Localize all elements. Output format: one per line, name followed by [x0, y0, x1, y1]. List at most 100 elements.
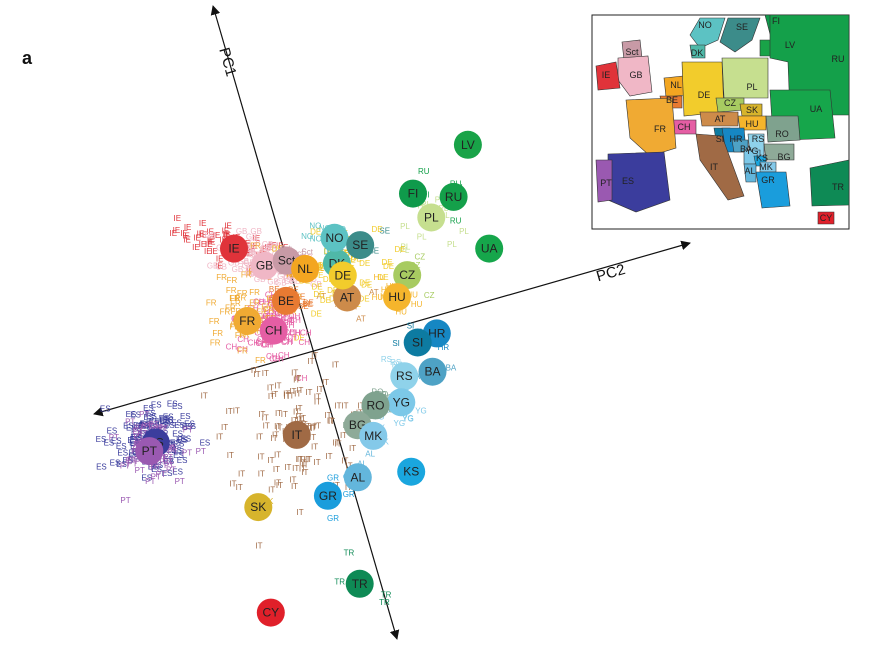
individual-sample-es: ES	[117, 448, 128, 457]
individual-sample-tr: TR	[379, 598, 390, 607]
individual-sample-ie: IE	[253, 234, 261, 243]
individual-sample-fr: FR	[261, 303, 272, 312]
individual-sample-ch: CH	[263, 305, 275, 314]
individual-sample-es: ES	[127, 436, 138, 445]
individual-sample-pt: PT	[132, 427, 142, 436]
population-median-fi: FI	[399, 179, 427, 208]
individual-sample-ie: IE	[197, 229, 205, 238]
individual-sample-pt: PT	[137, 429, 147, 438]
individual-sample-it: IT	[296, 416, 303, 425]
individual-sample-es: ES	[136, 422, 147, 431]
individual-sample-it: IT	[281, 410, 288, 419]
median-label-mk: MK	[364, 429, 382, 443]
population-median-gr: GR	[313, 481, 342, 510]
individual-sample-es: ES	[170, 438, 181, 447]
inset-map-countries	[595, 14, 850, 225]
median-label-ie: IE	[228, 242, 239, 256]
individual-sample-it: IT	[274, 479, 281, 488]
individual-sample-it: IT	[283, 391, 290, 400]
individual-sample-it: IT	[268, 486, 275, 495]
inset-label-dk: DK	[691, 48, 704, 58]
individual-sample-nl: NL	[286, 271, 297, 280]
individual-sample-es: ES	[160, 419, 171, 428]
individual-sample-it: IT	[301, 468, 308, 477]
population-median-fr: FR	[233, 307, 262, 335]
individual-sample-es: ES	[163, 455, 174, 464]
individual-sample-es: ES	[163, 416, 174, 425]
individual-sample-it: IT	[341, 401, 348, 410]
individual-sample-it: IT	[216, 432, 223, 441]
individual-sample-fr: FR	[212, 329, 223, 338]
individual-sample-it: IT	[294, 390, 301, 399]
individual-sample-ch: CH	[265, 291, 277, 300]
inset-label-fr: FR	[654, 124, 666, 134]
individual-sample-pt: PT	[142, 422, 152, 431]
individual-sample-rs: RS	[381, 355, 392, 364]
individual-sample-gb: GB	[238, 257, 250, 266]
population-median-tr: TR	[345, 569, 374, 598]
inset-country-se	[719, 17, 761, 53]
individual-sample-de: DE	[351, 254, 362, 263]
individual-sample-es: ES	[96, 435, 107, 444]
inset-country-es	[607, 151, 671, 213]
individual-sample-rs: RS	[390, 358, 401, 367]
individual-sample-ch: CH	[281, 315, 293, 324]
individual-sample-es: ES	[177, 456, 188, 465]
individual-sample-es: ES	[111, 436, 122, 445]
individual-sample-it: IT	[283, 392, 290, 401]
individual-sample-it: IT	[328, 417, 335, 426]
individual-sample-ie: IE	[215, 261, 223, 270]
population-median-se: SE	[346, 231, 375, 260]
individual-sample-it: IT	[340, 431, 347, 440]
median-label-sk: SK	[250, 500, 266, 514]
individual-sample-be: BE	[269, 285, 280, 294]
individual-sample-it: IT	[256, 433, 263, 442]
individual-sample-ch: CH	[253, 298, 265, 307]
individual-sample-ie: IE	[199, 219, 207, 228]
individual-sample-ch: CH	[237, 335, 249, 344]
individual-sample-es: ES	[152, 461, 163, 470]
individual-sample-it: IT	[201, 391, 208, 400]
inset-label-pt: PT	[600, 178, 612, 188]
population-median-mk: MK	[359, 421, 388, 450]
individual-sample-be: BE	[302, 300, 313, 309]
population-median-pt: PT	[135, 437, 164, 466]
individual-sample-ie: IE	[182, 231, 190, 240]
median-marker-al	[343, 463, 372, 492]
median-label-de: DE	[334, 269, 351, 283]
individual-sample-pl: PL	[417, 232, 427, 241]
individual-sample-it: IT	[274, 451, 281, 460]
individual-sample-it: IT	[271, 434, 278, 443]
individual-sample-gb: GB	[262, 240, 274, 249]
individual-sample-pt: PT	[175, 477, 185, 486]
individual-sample-es: ES	[126, 410, 137, 419]
median-marker-hu	[383, 283, 411, 312]
inset-country-cy	[817, 211, 835, 225]
individual-sample-ch: CH	[289, 312, 301, 321]
individual-sample-it: IT	[236, 483, 243, 492]
individual-sample-it: IT	[275, 424, 282, 433]
median-label-fr: FR	[239, 314, 255, 328]
individual-sample-es: ES	[140, 420, 151, 429]
median-marker-ba	[418, 357, 447, 386]
individual-sample-fr: FR	[225, 303, 236, 312]
individual-sample-de: DE	[383, 262, 394, 271]
individual-sample-es: ES	[131, 428, 142, 437]
individual-sample-ru: RU	[450, 216, 462, 225]
population-median-pl: PL	[417, 203, 446, 232]
individual-sample-fr: FR	[229, 294, 240, 303]
inset-country-tr	[809, 159, 850, 207]
median-label-tr: TR	[352, 577, 368, 591]
median-label-lv: LV	[461, 138, 475, 152]
individual-sample-it: IT	[271, 390, 278, 399]
individual-sample-es: ES	[165, 440, 176, 449]
individual-sample-it: IT	[346, 462, 353, 471]
individual-sample-hu: HU	[395, 307, 407, 316]
inset-country-pl	[721, 57, 769, 99]
individual-sample-it: IT	[294, 374, 301, 383]
individual-sample-es: ES	[146, 412, 157, 421]
individual-sample-gr: GR	[327, 474, 339, 483]
individual-sample-it: IT	[357, 401, 364, 410]
individual-sample-fr: FR	[227, 276, 238, 285]
individual-sample-pt: PT	[125, 418, 135, 427]
